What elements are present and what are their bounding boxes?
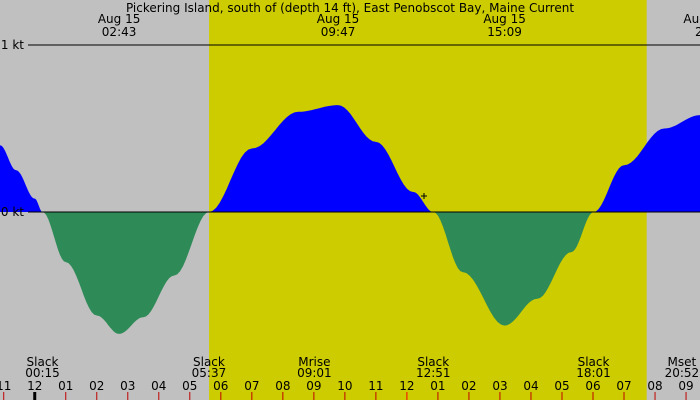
- x-tick-label: 12: [27, 379, 42, 393]
- chart-title: Pickering Island, south of (depth 14 ft)…: [126, 1, 574, 15]
- x-tick-label: 12: [399, 379, 414, 393]
- event-name-label: Slack: [578, 355, 610, 369]
- ebb-area-1: [42, 212, 209, 334]
- ebb-area-3: [433, 212, 594, 326]
- x-tick-label: 09: [678, 379, 693, 393]
- x-tick-label: 11: [368, 379, 383, 393]
- current-time-marker: [421, 193, 427, 199]
- extreme-date-label: Aug 15: [317, 12, 360, 26]
- x-tick-label: 02: [89, 379, 104, 393]
- x-tick-label: 01: [58, 379, 73, 393]
- flood-area-0: [0, 145, 43, 212]
- event-labels: Slack00:15Slack05:37Mrise09:01Slack12:51…: [25, 355, 699, 380]
- current-areas: [0, 105, 700, 334]
- x-tick-label: 07: [244, 379, 259, 393]
- x-tick-label: 08: [275, 379, 290, 393]
- event-name-label: Slack: [417, 355, 449, 369]
- extreme-time-label: 21:: [695, 25, 700, 39]
- x-tick-label: 09: [306, 379, 321, 393]
- x-tick-label: 10: [337, 379, 352, 393]
- event-name-label: Slack: [27, 355, 59, 369]
- x-tick-label: 06: [213, 379, 228, 393]
- extreme-date-label: Aug 15: [483, 12, 526, 26]
- flood-area-2: [209, 105, 434, 212]
- event-time-label: 20:52: [665, 366, 700, 380]
- x-tick-label: 05: [182, 379, 197, 393]
- event-name-label: Mset: [668, 355, 697, 369]
- x-tick-label: 06: [585, 379, 600, 393]
- x-tick-label: 02: [461, 379, 476, 393]
- extreme-time-label: 15:09: [487, 25, 522, 39]
- x-tick-label: 04: [151, 379, 166, 393]
- event-name-label: Slack: [193, 355, 225, 369]
- x-tick-label: 03: [492, 379, 507, 393]
- event-time-label: 00:15: [25, 366, 60, 380]
- event-time-label: 12:51: [416, 366, 451, 380]
- x-tick-label: 07: [616, 379, 631, 393]
- x-tick-label: 04: [523, 379, 538, 393]
- y-tick-label-1kt: 1 kt: [1, 38, 24, 52]
- x-tick-label: 03: [120, 379, 135, 393]
- x-tick-label: 11: [0, 379, 11, 393]
- x-axis: 11 12 01 02 03 04 05 06 07 08 09 10 11 12 01 02 03 04 05 06…: [0, 379, 694, 400]
- event-time-label: 09:01: [297, 366, 332, 380]
- extreme-time-label: 09:47: [321, 25, 356, 39]
- event-name-label: Mrise: [298, 355, 330, 369]
- event-time-label: 18:01: [576, 366, 611, 380]
- x-tick-label: 01: [430, 379, 445, 393]
- extreme-time-label: 02:43: [102, 25, 137, 39]
- x-tick-label: 08: [647, 379, 662, 393]
- extreme-date-label: Aug 15: [683, 12, 700, 26]
- y-tick-label-0kt: 0 kt: [1, 205, 24, 219]
- event-time-label: 05:37: [192, 366, 227, 380]
- x-tick-label: 05: [554, 379, 569, 393]
- extreme-date-label: Aug 15: [98, 12, 141, 26]
- flood-area-4: [593, 115, 700, 212]
